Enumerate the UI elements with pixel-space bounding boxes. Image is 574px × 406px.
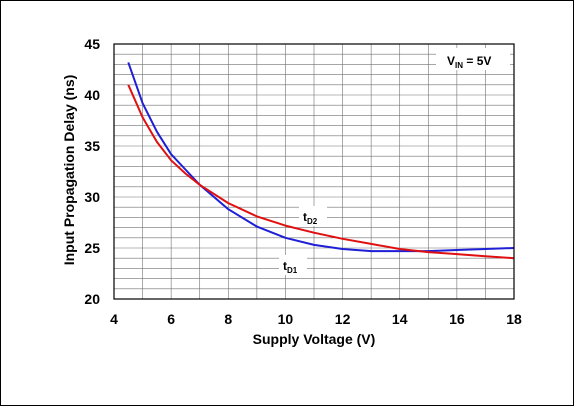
y-axis-label: Input Propagation Delay (ns) — [61, 75, 77, 266]
y-tick-label: 40 — [84, 87, 100, 103]
vin-annotation: VIN = 5V — [436, 48, 510, 70]
series-line-td1 — [127, 62, 515, 253]
x-tick-label: 4 — [110, 311, 118, 327]
y-tick-label: 25 — [84, 240, 100, 256]
x-tick-label: 8 — [224, 311, 232, 327]
series-label-td2: tD2 — [299, 206, 327, 226]
grid-lines — [114, 44, 514, 299]
x-tick-label: 14 — [392, 311, 408, 327]
x-tick-label: 10 — [278, 311, 294, 327]
x-tick-label: 6 — [167, 311, 175, 327]
svg-text:tD2: tD2 — [303, 210, 318, 226]
y-tick-label: 35 — [84, 138, 100, 154]
series-label-td1: tD1 — [279, 255, 307, 275]
series-group — [127, 62, 515, 260]
x-tick-label: 12 — [335, 311, 351, 327]
vin-annotation-box — [436, 48, 510, 70]
y-tick-label: 30 — [84, 189, 100, 205]
x-tick-label: 16 — [449, 311, 465, 327]
vin-annotation-text: VIN = 5V — [447, 54, 491, 70]
x-axis-label: Supply Voltage (V) — [253, 331, 376, 347]
x-tick-label: 18 — [506, 311, 522, 327]
y-tick-labels: 20 25 30 35 40 45 — [84, 36, 100, 307]
series-line-td2 — [127, 84, 515, 260]
plot-border — [113, 43, 515, 300]
svg-text:tD1: tD1 — [283, 259, 298, 275]
y-tick-label: 20 — [84, 291, 100, 307]
y-tick-label: 45 — [84, 36, 100, 52]
x-tick-labels: 4 6 8 10 12 14 16 18 — [110, 311, 522, 327]
